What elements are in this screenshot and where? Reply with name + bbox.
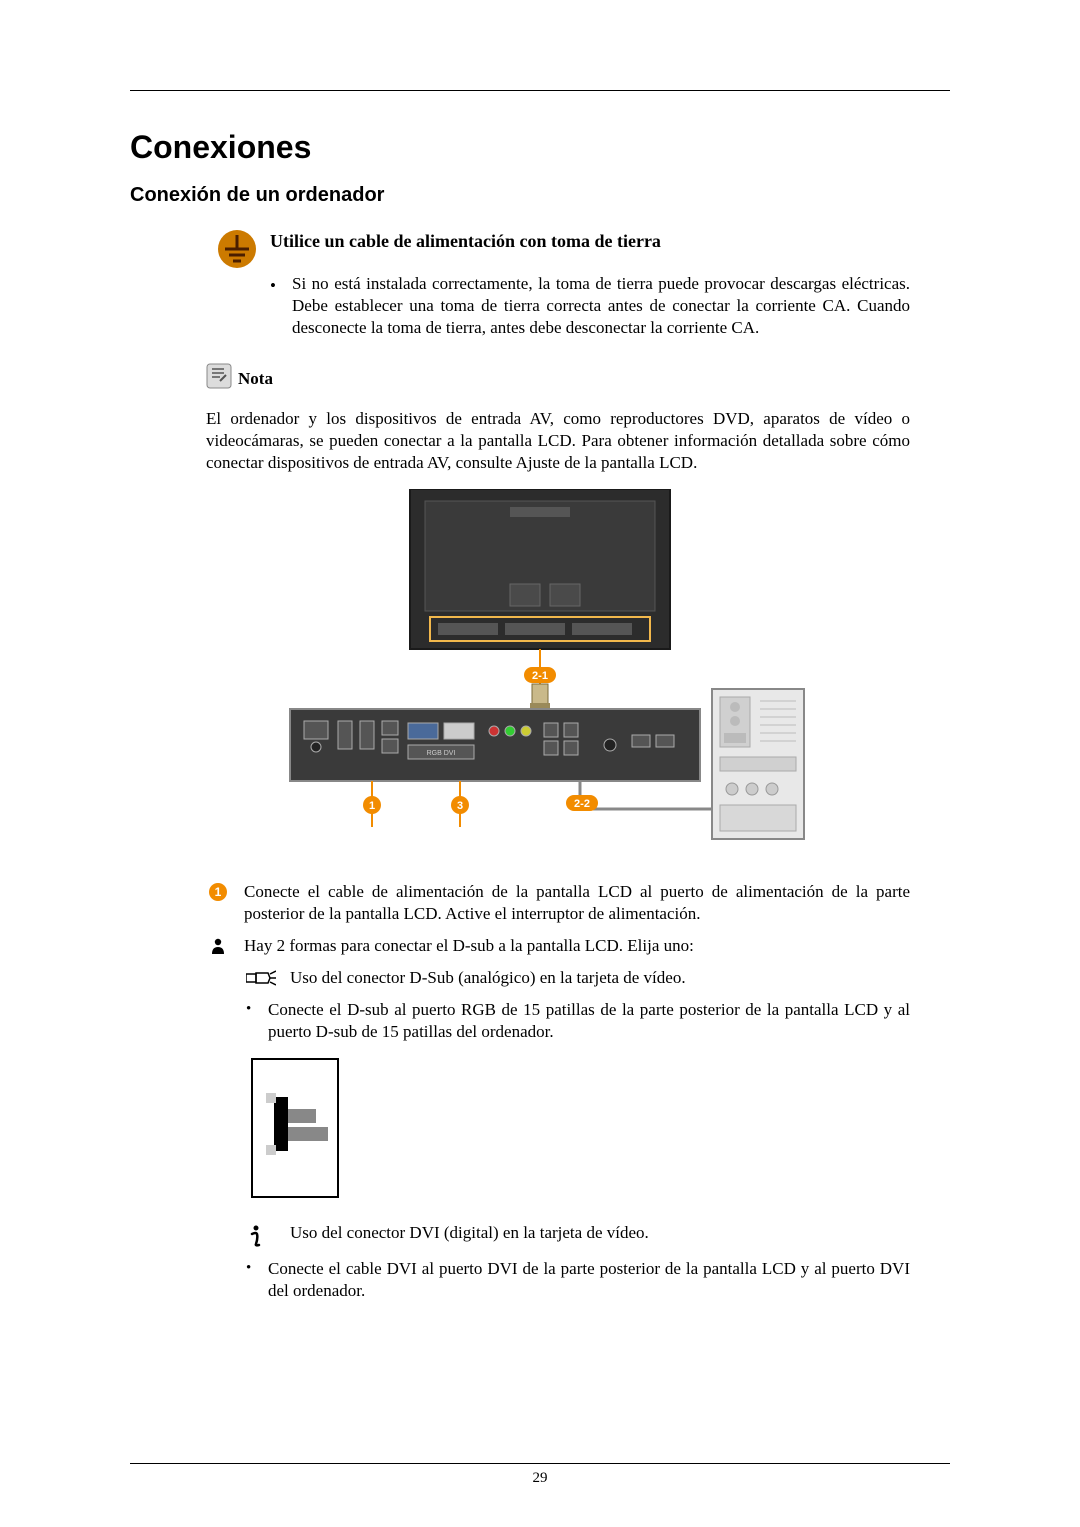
ground-heading-row: Utilice un cable de alimentación con tom… [130, 229, 950, 269]
ground-title: Utilice un cable de alimentación con tom… [270, 229, 661, 252]
step-1-row: 1 Conecte el cable de alimentación de la… [206, 881, 910, 925]
dsub-detail-row: • Conecte el D-sub al puerto RGB de 15 p… [246, 999, 910, 1043]
step-1-marker: 1 [206, 881, 230, 901]
top-rule [130, 90, 950, 91]
bullet-dot: • [270, 273, 280, 339]
step-2-intro: Hay 2 formas para conectar el D-sub a la… [244, 935, 910, 957]
page-title: Conexiones [130, 129, 950, 166]
diagram-label-1: 1 [369, 800, 375, 812]
svg-text:1: 1 [215, 885, 222, 899]
nota-label: Nota [238, 369, 273, 389]
dsub-port-image [246, 1053, 950, 1208]
nota-body: El ordenador y los dispositivos de entra… [206, 408, 910, 474]
page-footer: 29 [130, 1463, 950, 1487]
dvi-row: Uso del conector DVI (digital) en la tar… [246, 1222, 910, 1248]
dsub-row: Uso del conector D-Sub (analógico) en la… [246, 967, 910, 989]
ground-body-text: Si no está instalada correctamente, la t… [292, 273, 910, 339]
step-1-text: Conecte el cable de alimentación de la p… [244, 881, 910, 925]
person-icon [206, 935, 230, 955]
diagram-label-2-2: 2-2 [574, 798, 590, 810]
ground-icon [214, 229, 260, 269]
note-icon [206, 363, 232, 394]
document-page: Conexiones Conexión de un ordenador Util… [0, 0, 1080, 1527]
info-icon [246, 1222, 276, 1248]
ground-body: • Si no está instalada correctamente, la… [270, 273, 910, 339]
nota-row: Nota [206, 363, 950, 394]
bullet-dot: • [246, 1258, 256, 1277]
section-title: Conexión de un ordenador [130, 184, 950, 207]
connection-diagram: 2-1 RGB DVI [130, 489, 950, 859]
diagram-label-2-1: 2-1 [532, 670, 548, 682]
dvi-label: Uso del conector DVI (digital) en la tar… [290, 1222, 910, 1244]
dvi-detail-row: • Conecte el cable DVI al puerto DVI de … [246, 1258, 910, 1302]
dsub-detail: Conecte el D-sub al puerto RGB de 15 pat… [268, 999, 910, 1043]
step-2-row: Hay 2 formas para conectar el D-sub a la… [206, 935, 910, 957]
page-number: 29 [130, 1470, 950, 1487]
dvi-detail: Conecte el cable DVI al puerto DVI de la… [268, 1258, 910, 1302]
dsub-label: Uso del conector D-Sub (analógico) en la… [290, 967, 910, 989]
bottom-rule [130, 1463, 950, 1464]
bullet-dot: • [246, 999, 256, 1018]
dsub-connector-icon [246, 967, 276, 987]
svg-text:RGB DVI: RGB DVI [427, 750, 456, 757]
diagram-label-3: 3 [457, 800, 463, 812]
